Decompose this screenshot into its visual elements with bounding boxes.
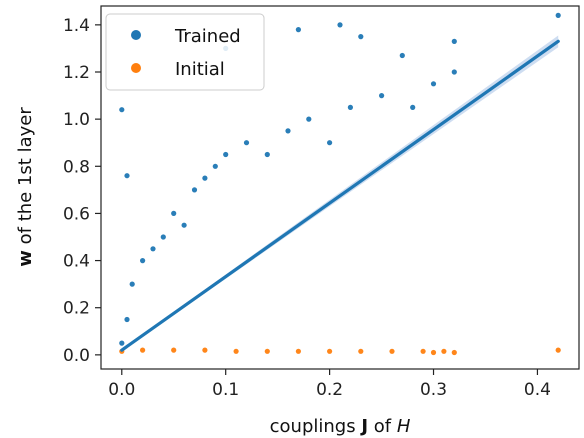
trained-point bbox=[119, 340, 125, 346]
initial-point bbox=[358, 348, 364, 354]
y-tick-label: 0.6 bbox=[63, 204, 90, 224]
trained-point bbox=[243, 140, 250, 146]
initial-point bbox=[441, 348, 447, 354]
trained-point bbox=[451, 38, 457, 45]
trained-point bbox=[347, 104, 353, 110]
legend-marker-trained bbox=[131, 30, 141, 40]
trained-point bbox=[379, 93, 385, 99]
x-axis-label: couplings J of H bbox=[270, 416, 411, 437]
trained-point bbox=[430, 81, 437, 87]
initial-point bbox=[555, 347, 561, 353]
trained-point bbox=[555, 12, 561, 18]
regression-line bbox=[120, 39, 560, 352]
trained-point bbox=[129, 281, 135, 287]
legend-marker-initial bbox=[131, 63, 141, 73]
initial-point bbox=[264, 348, 270, 354]
trained-point bbox=[264, 151, 270, 158]
regression-layer bbox=[120, 35, 560, 352]
trained-point bbox=[337, 22, 343, 28]
trained-point bbox=[191, 187, 198, 193]
trained-point bbox=[181, 222, 187, 228]
initial-point bbox=[171, 347, 177, 353]
initial-point bbox=[451, 349, 457, 356]
trained-point bbox=[451, 69, 457, 75]
trained-point bbox=[124, 173, 130, 179]
x-tick-label: 0.4 bbox=[524, 380, 551, 400]
initial-point bbox=[233, 348, 239, 354]
legend-frame bbox=[105, 13, 265, 91]
trained-point bbox=[124, 316, 130, 323]
initial-point bbox=[420, 348, 426, 354]
trained-point bbox=[306, 116, 312, 122]
legend-label-initial: Initial bbox=[175, 59, 225, 80]
y-tick-label: 0.8 bbox=[63, 157, 90, 177]
y-tick-label: 1.4 bbox=[63, 16, 90, 36]
x-axis: 0.0 0.1 0.2 0.3 0.4 bbox=[108, 369, 551, 400]
plot-frame bbox=[100, 5, 580, 370]
trained-point bbox=[202, 175, 208, 181]
trained-point bbox=[223, 151, 229, 158]
trained-point bbox=[285, 128, 291, 134]
trained-point bbox=[119, 107, 125, 113]
trained-point bbox=[399, 52, 405, 59]
x-tick-label: 0.3 bbox=[420, 380, 447, 400]
y-axis: 0.0 0.2 0.4 0.6 0.8 1.0 1.2 1.4 bbox=[63, 16, 101, 366]
trained-point bbox=[140, 258, 146, 264]
trained-point bbox=[171, 210, 177, 216]
x-tick-label: 0.1 bbox=[212, 380, 239, 400]
y-tick-label: 1.2 bbox=[63, 63, 90, 83]
initial-point bbox=[202, 347, 208, 353]
trained-point bbox=[327, 140, 333, 146]
points-layer bbox=[119, 12, 561, 356]
x-tick-label: 0.0 bbox=[108, 380, 135, 400]
y-tick-label: 0.4 bbox=[63, 252, 90, 272]
legend-label-trained: Trained bbox=[174, 26, 241, 47]
initial-point bbox=[295, 348, 301, 354]
initial-point bbox=[430, 349, 437, 356]
initial-point bbox=[327, 348, 333, 354]
legend: Trained Initial bbox=[105, 13, 265, 91]
y-tick-label: 0.0 bbox=[63, 346, 90, 366]
initial-point bbox=[140, 347, 146, 353]
trained-point bbox=[150, 246, 156, 252]
trained-point bbox=[358, 34, 364, 40]
trained-point bbox=[410, 104, 416, 110]
trained-point bbox=[212, 163, 218, 169]
x-tick-label: 0.2 bbox=[316, 380, 343, 400]
y-axis-label: w of the 1st layer bbox=[15, 107, 36, 267]
y-tick-label: 1.0 bbox=[63, 110, 90, 130]
y-tick-label: 0.2 bbox=[63, 299, 90, 319]
initial-point bbox=[389, 348, 395, 354]
trained-point bbox=[160, 234, 166, 240]
trained-point bbox=[295, 27, 301, 33]
